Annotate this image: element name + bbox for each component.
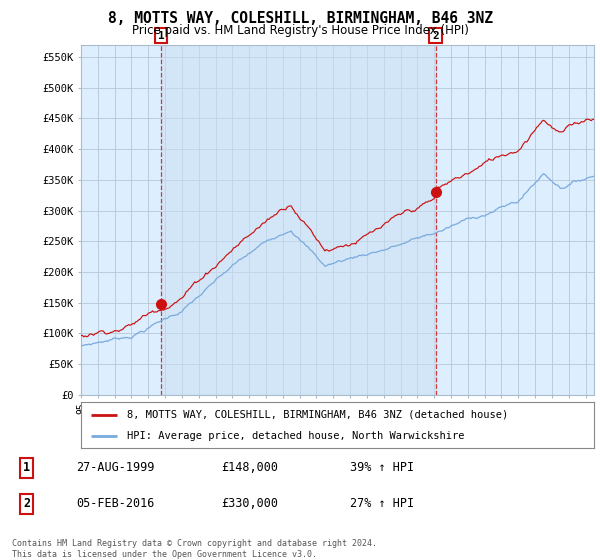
- Bar: [161, 45, 436, 395]
- Text: Price paid vs. HM Land Registry's House Price Index (HPI): Price paid vs. HM Land Registry's House …: [131, 24, 469, 36]
- Text: 27% ↑ HPI: 27% ↑ HPI: [350, 497, 413, 510]
- Text: £330,000: £330,000: [221, 497, 278, 510]
- Text: 39% ↑ HPI: 39% ↑ HPI: [350, 461, 413, 474]
- Text: 27-AUG-1999: 27-AUG-1999: [76, 461, 154, 474]
- Text: 2: 2: [23, 497, 30, 510]
- Text: HPI: Average price, detached house, North Warwickshire: HPI: Average price, detached house, Nort…: [127, 431, 464, 441]
- Text: Contains HM Land Registry data © Crown copyright and database right 2024.
This d: Contains HM Land Registry data © Crown c…: [12, 539, 377, 559]
- Text: £148,000: £148,000: [221, 461, 278, 474]
- Text: 05-FEB-2016: 05-FEB-2016: [76, 497, 154, 510]
- Text: 8, MOTTS WAY, COLESHILL, BIRMINGHAM, B46 3NZ (detached house): 8, MOTTS WAY, COLESHILL, BIRMINGHAM, B46…: [127, 410, 508, 420]
- Text: 2: 2: [432, 31, 439, 41]
- Text: 1: 1: [23, 461, 30, 474]
- Text: 1: 1: [158, 31, 164, 41]
- Text: 8, MOTTS WAY, COLESHILL, BIRMINGHAM, B46 3NZ: 8, MOTTS WAY, COLESHILL, BIRMINGHAM, B46…: [107, 11, 493, 26]
